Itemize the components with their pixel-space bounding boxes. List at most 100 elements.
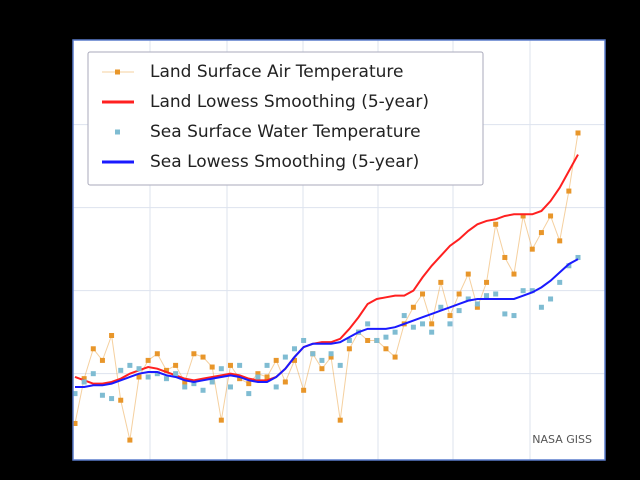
- marker: [273, 384, 279, 390]
- marker: [163, 367, 169, 373]
- marker: [346, 337, 352, 343]
- y-tick-label: 1.5: [49, 118, 67, 131]
- marker: [282, 379, 288, 385]
- y-tick-label: 0: [59, 367, 66, 380]
- marker: [529, 288, 535, 294]
- marker: [118, 367, 124, 373]
- marker: [163, 376, 169, 382]
- marker: [566, 263, 572, 269]
- marker: [502, 311, 508, 317]
- marker: [72, 391, 78, 397]
- marker: [227, 362, 233, 368]
- marker: [365, 337, 371, 343]
- marker: [511, 271, 517, 277]
- marker: [429, 321, 435, 327]
- marker: [319, 357, 325, 363]
- marker: [337, 362, 343, 368]
- marker: [410, 324, 416, 330]
- marker: [218, 417, 224, 423]
- marker: [291, 346, 297, 352]
- marker: [429, 329, 435, 335]
- marker: [273, 357, 279, 363]
- marker: [200, 354, 206, 360]
- marker: [557, 238, 563, 244]
- marker: [438, 304, 444, 310]
- marker: [328, 354, 334, 360]
- plot-border: [72, 39, 606, 461]
- marker: [410, 304, 416, 310]
- marker: [529, 246, 535, 252]
- marker: [392, 329, 398, 335]
- marker: [301, 387, 307, 393]
- legend-label: Sea Surface Water Temperature: [150, 122, 421, 142]
- marker: [493, 291, 499, 297]
- marker: [484, 293, 490, 299]
- legend-label: Sea Lowess Smoothing (5-year): [150, 152, 419, 172]
- marker: [566, 188, 572, 194]
- marker: [173, 362, 179, 368]
- marker: [474, 304, 480, 310]
- marker: [246, 391, 252, 397]
- marker: [246, 381, 252, 387]
- marker: [99, 392, 105, 398]
- marker: [447, 321, 453, 327]
- marker: [237, 362, 243, 368]
- marker: [465, 296, 471, 302]
- marker: [346, 346, 352, 352]
- marker: [548, 213, 554, 219]
- marker: [118, 397, 124, 403]
- marker: [173, 371, 179, 377]
- marker: [127, 437, 133, 443]
- marker: [337, 417, 343, 423]
- marker: [465, 271, 471, 277]
- annotation: NASA GISS: [532, 433, 592, 446]
- marker: [383, 334, 389, 340]
- series-line: [74, 132, 579, 441]
- marker: [447, 313, 453, 319]
- marker: [456, 308, 462, 314]
- marker: [90, 371, 96, 377]
- marker: [154, 351, 160, 357]
- marker: [182, 384, 188, 390]
- marker: [484, 279, 490, 285]
- marker: [310, 351, 316, 357]
- marker: [145, 374, 151, 380]
- y-tick-label: 1: [59, 201, 66, 214]
- marker: [520, 288, 526, 294]
- marker: [255, 374, 261, 380]
- marker: [218, 366, 224, 372]
- marker: [136, 374, 142, 380]
- marker: [200, 387, 206, 393]
- marker: [538, 304, 544, 310]
- marker: [493, 221, 499, 227]
- marker: [109, 396, 115, 402]
- marker: [511, 313, 517, 319]
- marker: [81, 376, 87, 382]
- marker: [72, 420, 78, 426]
- legend-swatch: [115, 69, 120, 75]
- marker: [420, 321, 426, 327]
- y-tick-label: 0.5: [49, 284, 67, 297]
- marker: [227, 384, 233, 390]
- marker: [291, 357, 297, 363]
- marker: [557, 279, 563, 285]
- legend-label: Land Surface Air Temperature: [150, 62, 403, 82]
- legend-label: Land Lowess Smoothing (5-year): [150, 92, 429, 112]
- marker: [264, 362, 270, 368]
- series-line: [74, 154, 579, 385]
- marker: [136, 366, 142, 372]
- marker: [319, 366, 325, 372]
- marker: [182, 379, 188, 385]
- marker: [191, 351, 197, 357]
- marker: [209, 379, 215, 385]
- series-line: [75, 258, 579, 388]
- marker: [282, 354, 288, 360]
- marker: [109, 332, 115, 338]
- marker: [374, 337, 380, 343]
- marker: [502, 254, 508, 260]
- marker: [81, 379, 87, 385]
- marker: [99, 357, 105, 363]
- legend-swatch: [115, 129, 120, 135]
- legend-box: [87, 51, 484, 186]
- marker: [328, 351, 334, 357]
